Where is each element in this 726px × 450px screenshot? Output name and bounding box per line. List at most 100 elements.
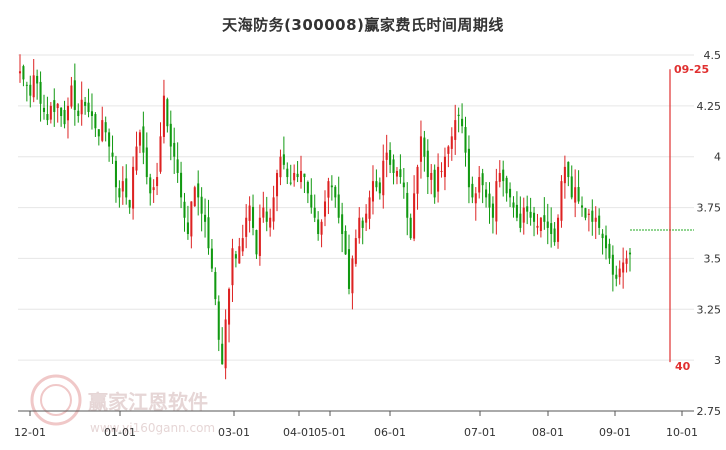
candle-body [183,201,186,218]
candle-body [413,193,416,239]
candle [560,175,563,228]
candle-body [313,207,316,218]
candle-body [450,136,453,149]
candle [39,71,42,122]
candle [628,248,632,272]
candle-body [474,193,477,204]
candle-body [522,207,525,223]
candle-body [173,142,176,157]
candle-body [193,187,196,207]
candle [286,162,289,185]
candle-body [70,85,73,107]
candle [365,204,368,231]
candle-body [447,146,450,154]
candle [310,178,313,214]
candle-body [214,271,217,300]
candle-body [371,181,375,202]
candle [430,164,433,195]
candle [125,164,128,205]
candle-body [224,319,227,369]
candle-body [94,114,97,129]
watermark-url: www.yj160gann.com [90,421,215,435]
candle-body [515,204,518,218]
candle [515,191,518,222]
candle-body [608,243,611,259]
candle [598,208,601,235]
candle [269,208,272,237]
candle-body [293,172,296,181]
candle-body [25,84,28,86]
candle-body [536,225,539,228]
candle-body [365,213,368,223]
candle-body [577,187,580,202]
candle [536,213,539,235]
candle-body [491,203,494,218]
candle-body [471,183,474,198]
candle-body [145,147,148,178]
candle-body [334,186,337,198]
candle-body [296,173,299,178]
candle [450,127,453,161]
candle [567,161,570,187]
candle [121,166,124,205]
watermark-logo-icon [30,374,82,426]
chart-title: 天海防务(300008)赢家费氏时间周期线 [222,16,504,34]
candle [327,177,330,215]
candle [371,165,375,215]
candle-body [190,201,193,237]
candle [385,134,388,178]
candle-body [337,194,340,218]
candle [625,250,628,273]
candle [375,169,378,192]
candle [378,177,381,200]
candle-body [258,217,261,256]
candle [66,97,70,139]
candle [183,192,186,232]
candle [389,142,392,174]
candle [29,75,32,108]
candle [135,131,138,175]
candle [186,205,189,240]
candle-body [63,109,66,125]
candle-body [121,181,124,192]
candle-body [344,230,347,255]
candle-body [204,214,207,222]
candle [84,97,87,115]
candle-body [53,100,56,112]
candle-body [142,126,145,153]
candle [32,58,35,103]
candle [392,154,395,185]
candle-body [594,217,597,222]
candle-body [118,188,121,198]
candle-body [557,217,560,242]
x-tick-label: 04-01 [283,426,315,439]
candle [409,213,412,240]
candle [275,169,279,212]
candle [101,106,104,143]
candle-body [330,185,333,188]
candle [279,149,282,186]
candle-body [437,166,440,192]
candle [114,155,117,203]
candle [173,127,176,174]
candle [204,198,207,238]
candle [505,175,508,202]
candle-body [546,221,549,228]
candle [419,120,422,179]
candle-body [419,136,422,162]
candle [502,160,505,197]
candle-body [560,181,563,221]
candle-body [238,246,241,264]
candle-body [49,105,52,120]
candle-body [32,75,35,98]
candle [570,165,573,200]
candle-body [84,101,87,106]
candle-body [615,274,618,279]
candle [495,168,498,235]
candle [402,167,405,199]
candle-body [317,219,320,235]
candle-body [574,187,577,203]
candle-body [454,120,457,140]
candle-body [262,207,265,218]
